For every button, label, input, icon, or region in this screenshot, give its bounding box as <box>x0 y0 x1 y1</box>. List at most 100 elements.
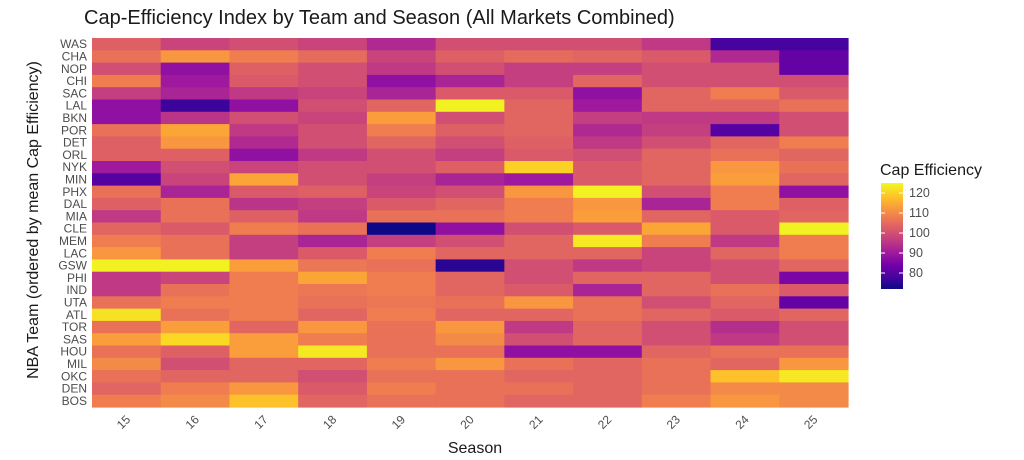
heatmap-cell-sac-25 <box>779 87 849 101</box>
heatmap-cell-nyk-24 <box>710 161 780 174</box>
heatmap-cell-lac-15 <box>92 247 162 260</box>
heatmap-cell-sas-17 <box>229 333 299 347</box>
heatmap-cell-nop-22 <box>573 62 643 76</box>
heatmap-cell-phi-18 <box>298 271 368 285</box>
heatmap-cell-mem-25 <box>779 234 849 248</box>
heatmap-cell-nop-16 <box>160 62 231 76</box>
heatmap-cell-sas-24 <box>710 333 780 347</box>
heatmap-cell-hou-20 <box>435 345 505 359</box>
heatmap-cell-min-20 <box>435 173 505 187</box>
y-tick-label: SAC <box>62 86 87 100</box>
heatmap-cell-ind-22 <box>573 284 643 297</box>
heatmap-cell-uta-22 <box>573 296 643 310</box>
heatmap-cell-sas-22 <box>573 333 643 347</box>
heatmap-cell-nop-24 <box>710 62 780 76</box>
heatmap-cell-chi-19 <box>366 74 437 88</box>
heatmap-cell-det-24 <box>710 136 780 150</box>
heatmap-cell-was-17 <box>229 38 299 51</box>
heatmap-cell-lal-19 <box>366 99 437 113</box>
heatmap-cell-por-18 <box>298 124 368 137</box>
y-tick-label: CLE <box>64 222 87 236</box>
heatmap-cell-min-25 <box>779 173 849 187</box>
legend-tick-label: 80 <box>909 266 923 280</box>
heatmap-cell-sas-23 <box>641 333 712 347</box>
y-tick-label: PHX <box>62 185 87 199</box>
heatmap-cell-orl-20 <box>435 148 505 162</box>
x-tick-label: 24 <box>732 412 752 432</box>
heatmap-cell-tor-20 <box>435 320 505 334</box>
x-tick-label: 22 <box>595 412 615 432</box>
heatmap-cell-chi-25 <box>779 74 849 88</box>
heatmap-cell-phi-23 <box>641 271 712 285</box>
heatmap-cell-hou-16 <box>160 345 231 359</box>
heatmap-cell-bos-24 <box>710 394 780 408</box>
heatmap-cell-por-17 <box>229 124 299 137</box>
heatmap-cell-den-15 <box>92 382 162 396</box>
heatmap-cell-phi-25 <box>779 271 849 285</box>
heatmap-cell-lal-22 <box>573 99 643 113</box>
heatmap-cell-sas-20 <box>435 333 505 347</box>
heatmap-cell-cle-22 <box>573 222 643 236</box>
heatmap-cell-gsw-21 <box>504 259 574 273</box>
heatmap-cell-cle-18 <box>298 222 368 236</box>
heatmap-cell-sac-17 <box>229 87 299 101</box>
heatmap-cell-por-20 <box>435 124 505 137</box>
heatmap-cell-lal-24 <box>710 99 780 113</box>
heatmap-cell-dal-22 <box>573 197 643 211</box>
heatmap-cell-mia-24 <box>710 210 780 224</box>
legend-colorbar <box>881 183 903 289</box>
heatmap-cell-phx-18 <box>298 185 368 199</box>
heatmap-cell-nyk-18 <box>298 161 368 174</box>
heatmap-cell-mil-19 <box>366 357 437 371</box>
heatmap-cell-nop-21 <box>504 62 574 76</box>
heatmap-cell-dal-24 <box>710 197 780 211</box>
heatmap-cell-hou-17 <box>229 345 299 359</box>
heatmap-cell-phx-19 <box>366 185 437 199</box>
heatmap-cell-okc-25 <box>779 370 849 383</box>
heatmap-cell-mil-17 <box>229 357 299 371</box>
x-tick-label: 18 <box>320 412 340 432</box>
y-tick-label: TOR <box>62 320 87 334</box>
legend-title: Cap Efficiency <box>880 162 982 179</box>
heatmap-cell-bos-23 <box>641 394 712 408</box>
y-tick-label: IND <box>66 283 87 297</box>
heatmap-cell-uta-24 <box>710 296 780 310</box>
heatmap-cell-dal-25 <box>779 197 849 211</box>
heatmap-cell-ind-24 <box>710 284 780 297</box>
y-tick-label: WAS <box>60 37 87 51</box>
legend-tick-label: 90 <box>909 246 923 260</box>
heatmap-cell-lal-17 <box>229 99 299 113</box>
heatmap-cell-sas-19 <box>366 333 437 347</box>
y-tick-label: SAS <box>63 332 87 346</box>
heatmap-cell-was-18 <box>298 38 368 51</box>
x-tick-label: 20 <box>457 412 477 432</box>
heatmap-cell-phi-15 <box>92 271 162 285</box>
x-tick-label: 15 <box>114 412 134 432</box>
heatmap-cell-mil-24 <box>710 357 780 371</box>
heatmap-cell-mem-17 <box>229 234 299 248</box>
heatmap-cell-lac-19 <box>366 247 437 260</box>
heatmap-cell-phx-22 <box>573 185 643 199</box>
heatmap-cell-gsw-15 <box>92 259 162 273</box>
heatmap-cell-nop-25 <box>779 62 849 76</box>
heatmap-cell-cle-16 <box>160 222 231 236</box>
heatmap-cell-chi-22 <box>573 74 643 88</box>
heatmap-cell-mil-16 <box>160 357 231 371</box>
heatmap-cell-ind-25 <box>779 284 849 297</box>
heatmap-cell-lac-23 <box>641 247 712 260</box>
heatmap-cell-lal-20 <box>435 99 505 113</box>
y-tick-label: UTA <box>64 295 87 309</box>
heatmap-cell-atl-17 <box>229 308 299 322</box>
heatmap-cell-den-19 <box>366 382 437 396</box>
heatmap-cell-phi-22 <box>573 271 643 285</box>
heatmap-cell-dal-18 <box>298 197 368 211</box>
heatmap-cell-dal-15 <box>92 197 162 211</box>
page-margin <box>0 437 18 460</box>
heatmap-cell-atl-18 <box>298 308 368 322</box>
chart-title: Cap-Efficiency Index by Team and Season … <box>84 7 675 29</box>
heatmap-cell-bkn-22 <box>573 111 643 125</box>
heatmap-cell-tor-24 <box>710 320 780 334</box>
heatmap-cell-mia-21 <box>504 210 574 224</box>
heatmap-cell-chi-18 <box>298 74 368 88</box>
